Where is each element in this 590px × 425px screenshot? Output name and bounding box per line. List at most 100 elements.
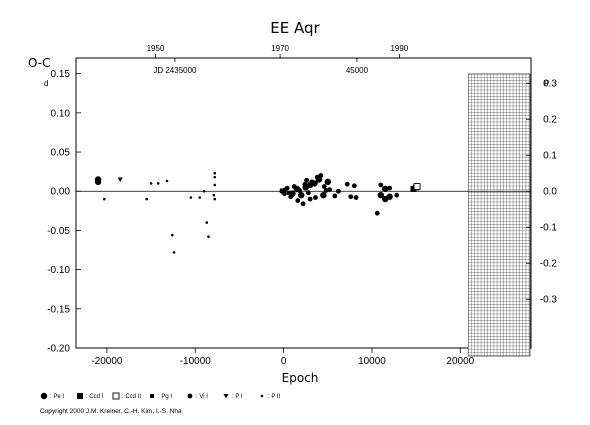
data-point [286, 190, 291, 195]
data-point [297, 188, 302, 193]
x-tick-label: -20000 [91, 356, 123, 367]
right-tick-label: 0.0 [543, 187, 557, 198]
right-tick-label: -0.1 [540, 223, 558, 234]
plot-frame [75, 57, 532, 349]
y-tick-label: 0.15 [51, 69, 71, 80]
y-tick-label: -0.10 [47, 265, 70, 276]
data-point [207, 235, 210, 239]
data-point [165, 179, 169, 183]
right-unit-label: P [544, 79, 549, 88]
data-point [198, 196, 201, 199]
data-point [378, 182, 384, 188]
data-point [344, 181, 350, 187]
data-point [212, 193, 216, 197]
data-point [213, 197, 217, 201]
y-tick-label: -0.20 [47, 344, 70, 355]
data-point [94, 178, 102, 186]
data-point [323, 188, 329, 193]
data-point [171, 233, 174, 237]
year-tick-label: 1990 [390, 44, 408, 53]
y-tick-label: 0.00 [51, 187, 71, 198]
data-point [189, 196, 193, 199]
data-point [348, 194, 354, 200]
data-point [295, 198, 301, 204]
data-point [304, 177, 309, 183]
data-point [288, 194, 294, 200]
data-point [320, 191, 327, 199]
legend-label: : Pe I [50, 394, 64, 400]
legend-marker [260, 394, 264, 398]
legend-marker [112, 392, 120, 400]
data-point [351, 183, 357, 189]
right-tick-label: 0.3 [543, 79, 557, 90]
data-point [298, 191, 305, 199]
data-point [284, 185, 290, 191]
legend-marker [77, 393, 83, 399]
right-tick-label: -0.3 [540, 295, 558, 306]
grid-region [467, 73, 531, 357]
jd-tick-label: JD 2435000 [153, 66, 197, 75]
data-points [94, 171, 421, 254]
x-tick-label: 0 [281, 356, 287, 367]
right-tick-label: -0.2 [540, 259, 558, 270]
data-point [213, 183, 217, 187]
data-point [382, 185, 389, 193]
left-axis: -0.20 -0.15 -0.10 -0.05 0.00 0.05 0.10 0.15d [44, 69, 81, 355]
data-point [172, 251, 176, 254]
y-tick-label: 0.10 [51, 108, 71, 119]
y-axis-label: O-C [28, 56, 51, 70]
right-tick-label: 0.1 [543, 151, 557, 162]
data-point [305, 190, 311, 196]
y-tick-label: 0.05 [51, 148, 71, 159]
legend-label: : Ccd I [86, 394, 104, 400]
data-point [117, 177, 123, 182]
chart-title: EE Aqr [270, 19, 320, 37]
data-point [318, 173, 324, 178]
data-point [149, 182, 153, 185]
data-point [353, 195, 359, 200]
data-point [313, 195, 318, 200]
data-point [213, 171, 217, 175]
data-point [324, 178, 331, 186]
data-point [202, 189, 206, 193]
copyright-text: Copyright 2000 J.M. Kreiner, C.-H. Kim, … [40, 408, 182, 415]
legend-label: : P II [268, 394, 281, 400]
legend-marker [150, 394, 154, 398]
data-point [332, 193, 338, 199]
data-point [302, 181, 308, 187]
legend-label: : Pg I [158, 394, 172, 400]
x-axis-label: Epoch [282, 371, 319, 385]
data-point [387, 185, 393, 191]
data-point [102, 197, 106, 201]
y-tick-label: -0.05 [47, 226, 70, 237]
data-point [413, 183, 421, 190]
data-point [282, 191, 287, 196]
data-point [309, 179, 315, 185]
legend-marker [40, 392, 48, 400]
legend-marker [223, 394, 229, 399]
legend: : Pe I : Ccd I : Ccd II : Pg I : Vi I : P I : … [40, 392, 281, 400]
jd-tick-label: 45000 [346, 66, 369, 75]
data-point [300, 201, 306, 207]
legend-marker [187, 393, 193, 399]
data-point [321, 184, 327, 189]
y-unit-label: d [44, 79, 48, 88]
x-tick-label: 10000 [358, 356, 386, 367]
data-point [335, 188, 341, 194]
year-tick-label: 1950 [147, 44, 165, 53]
top-axis: 1950 1970 1990 JD 2435000 45000 [147, 44, 409, 75]
data-point [205, 221, 209, 224]
right-tick-label: 0.2 [543, 115, 557, 126]
year-tick-label: 1970 [271, 44, 289, 53]
legend-label: : Vi I [196, 394, 208, 400]
data-point [213, 175, 217, 179]
bottom-axis: -20000 -10000 0 10000 20000 [91, 348, 475, 367]
data-point [377, 191, 385, 199]
data-point [307, 196, 313, 202]
data-point [374, 210, 380, 216]
legend-label: : Ccd II [122, 394, 141, 400]
data-point [291, 184, 297, 189]
legend-label: : P I [232, 394, 243, 400]
data-point [382, 195, 389, 203]
